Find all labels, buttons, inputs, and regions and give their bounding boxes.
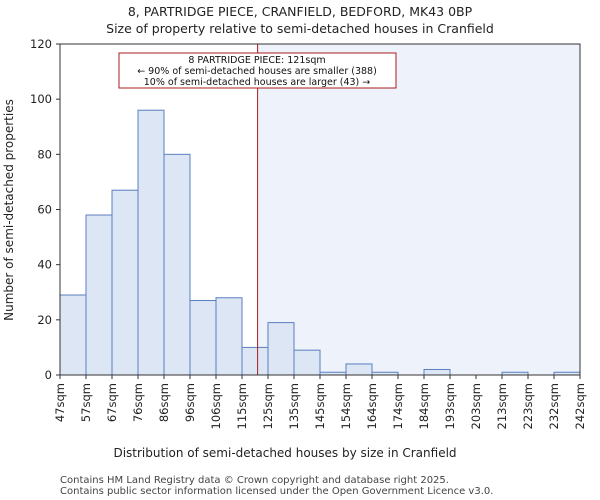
x-tick-label: 67sqm (105, 383, 119, 422)
annotation: 8 PARTRIDGE PIECE: 121sqm ← 90% of semi-… (118, 52, 397, 89)
footer-line-2: Contains public sector information licen… (60, 486, 493, 497)
bar-67sqm (111, 189, 139, 376)
x-tick-label: 154sqm (339, 383, 353, 429)
bar-96sqm (189, 300, 217, 376)
footer-line-1: Contains HM Land Registry data © Crown c… (60, 475, 449, 486)
bar-106sqm (215, 297, 243, 376)
bar-135sqm (293, 349, 321, 376)
bar-47sqm (59, 294, 87, 376)
x-tick-label: 125sqm (261, 383, 275, 429)
x-tick-label: 47sqm (53, 383, 67, 422)
y-tick-label: 120 (30, 37, 52, 51)
bar-154sqm (345, 363, 373, 376)
larger-region-shade (257, 44, 580, 375)
x-tick-label: 242sqm (573, 383, 587, 429)
bars (59, 109, 581, 376)
x-axis: 47sqm 57sqm 67sqm 76sqm 86sqm 96sqm 106sqm 115s… (53, 375, 587, 429)
annotation-smaller: ← 90% of semi-detached houses are smalle… (137, 66, 377, 77)
annotation-larger: 10% of semi-detached houses are larger (… (144, 77, 371, 88)
x-tick-label: 164sqm (365, 383, 379, 429)
x-tick-label: 86sqm (157, 383, 171, 422)
x-tick-label: 145sqm (313, 383, 327, 429)
x-tick-label: 174sqm (391, 383, 405, 429)
x-tick-label: 203sqm (469, 383, 483, 429)
x-tick-label: 193sqm (443, 383, 457, 429)
y-tick-label: 80 (37, 147, 52, 161)
x-tick-label: 232sqm (547, 383, 561, 429)
bar-125sqm (267, 322, 295, 376)
x-axis-label: Distribution of semi-detached houses by … (113, 446, 456, 460)
bar-57sqm (85, 214, 113, 376)
y-axis-label: Number of semi-detached properties (2, 99, 16, 321)
x-tick-label: 184sqm (417, 383, 431, 429)
bar-86sqm (163, 153, 191, 376)
y-tick-label: 100 (30, 92, 52, 106)
bar-115sqm (241, 346, 269, 376)
x-tick-label: 57sqm (79, 383, 93, 422)
y-tick-label: 40 (37, 258, 52, 272)
x-tick-label: 135sqm (287, 383, 301, 429)
y-tick-label: 20 (37, 313, 52, 327)
y-tick-label: 0 (45, 368, 52, 382)
x-tick-label: 106sqm (209, 383, 223, 429)
x-tick-label: 213sqm (495, 383, 509, 429)
chart-title: 8, PARTRIDGE PIECE, CRANFIELD, BEDFORD, … (128, 4, 473, 19)
x-tick-label: 96sqm (183, 383, 197, 422)
x-tick-label: 115sqm (235, 383, 249, 429)
y-tick-label: 60 (37, 203, 52, 217)
bar-76sqm (137, 109, 165, 376)
bar-184sqm (423, 368, 451, 376)
annotation-title: 8 PARTRIDGE PIECE: 121sqm (188, 55, 325, 66)
y-axis: 0 20 40 60 80 100 120 (30, 37, 60, 382)
x-tick-label: 76sqm (131, 383, 145, 422)
x-tick-label: 223sqm (521, 383, 535, 429)
chart-subtitle: Size of property relative to semi-detach… (106, 21, 494, 36)
annotation-box (118, 52, 397, 89)
